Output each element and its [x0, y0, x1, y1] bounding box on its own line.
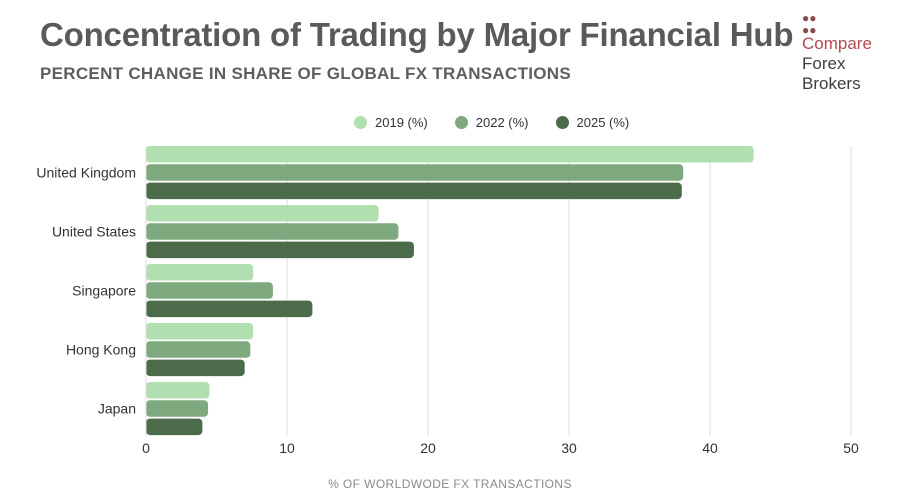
bar-japan-2025: [146, 418, 203, 436]
legend-item-2022: 2022 (%): [454, 114, 529, 130]
bar-hong-kong-2022: [146, 341, 251, 358]
legend-item-2025: 2025 (%): [555, 114, 630, 130]
x-tick-label-40: 40: [702, 440, 718, 456]
bar-japan-2019: [146, 382, 210, 399]
chart-legend: 2019 (%) 2022 (%) 2025 (%): [354, 112, 656, 132]
bar-united-states-2019: [146, 205, 379, 222]
bar-united-states-2022: [146, 223, 399, 240]
bar-singapore-2022: [146, 282, 273, 299]
legend-label-2025: 2025 (%): [576, 114, 630, 130]
logo-text-line-3: Brokers: [802, 74, 861, 93]
bar-united-kingdom-2019: [146, 146, 754, 163]
chart-subtitle: PERCENT CHANGE IN SHARE OF GLOBAL FX TRA…: [40, 64, 572, 83]
x-tick-label-0: 0: [142, 440, 150, 456]
chart-title: Concentration of Trading by Major Financ…: [40, 16, 794, 53]
category-label-japan: Japan: [98, 401, 136, 417]
bar-hong-kong-2019: [146, 323, 254, 340]
category-label-hong-kong: Hong Kong: [66, 342, 136, 358]
bar-united-states-2025: [146, 241, 414, 259]
x-axis-label: % OF WORLDWODE FX TRANSACTIONS: [328, 477, 572, 491]
legend-swatch-2025: [555, 115, 569, 129]
x-tick-label-20: 20: [420, 440, 436, 456]
bar-singapore-2025: [146, 300, 313, 318]
legend-label-2022: 2022 (%): [475, 114, 529, 130]
bar-singapore-2019: [146, 264, 254, 281]
bar-hong-kong-2025: [146, 359, 245, 377]
x-tick-label-50: 50: [843, 440, 859, 456]
bar-united-kingdom-2022: [146, 164, 684, 181]
brand-logo: ●● ●● Compare Forex Brokers: [790, 8, 890, 100]
x-tick-label-10: 10: [279, 440, 295, 456]
legend-swatch-2022: [454, 115, 468, 129]
category-label-united-kingdom: United Kingdom: [36, 165, 136, 181]
compare-forex-brokers-logo-icon: ●● ●●: [802, 11, 817, 37]
category-label-singapore: Singapore: [72, 283, 136, 299]
legend-swatch-2019: [354, 115, 367, 129]
legend-item-2019: 2019 (%): [354, 115, 428, 130]
bar-japan-2022: [146, 400, 209, 417]
category-label-united-states: United States: [52, 224, 136, 240]
logo-text-line-1: Compare: [802, 34, 872, 53]
legend-label-2019: 2019 (%): [375, 114, 428, 130]
logo-text-line-2: Forex: [802, 54, 846, 73]
x-tick-label-30: 30: [561, 440, 577, 456]
bar-united-kingdom-2025: [146, 182, 682, 200]
